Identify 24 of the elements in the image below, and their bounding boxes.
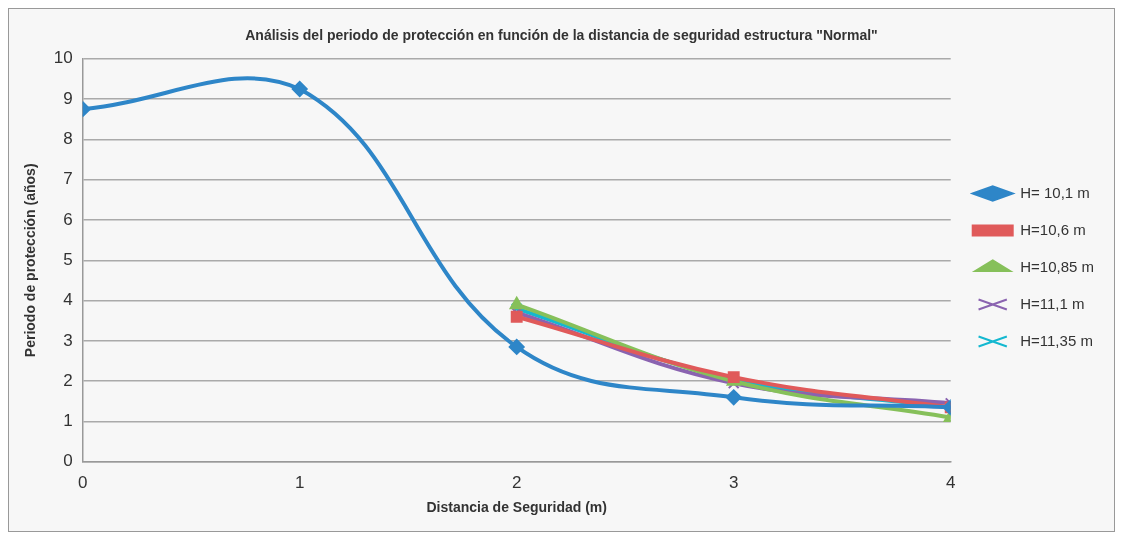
chart-title: Análisis del periodo de protección en función de la distancia de seguridad estructura "Normal" [245, 27, 878, 44]
y-tick-label: 4 [63, 290, 73, 310]
y-tick-label: 8 [63, 129, 73, 149]
x-tick-label: 4 [945, 472, 956, 492]
y-axis-title: Periodo de protección (años) [22, 163, 39, 358]
y-tick-label: 3 [63, 330, 73, 350]
y-tick-label: 5 [63, 249, 73, 269]
legend-label: H=10,6 m [1020, 220, 1086, 238]
y-tick-label: 1 [63, 411, 73, 431]
y-tick-label: 10 [53, 48, 73, 68]
legend-label: H=11,35 m [1020, 331, 1093, 349]
legend-label: H= 10,1 m [1020, 183, 1090, 201]
legend-label: H=10,85 m [1020, 257, 1095, 275]
y-tick-label: 9 [63, 88, 73, 108]
y-tick-label: 2 [63, 370, 73, 390]
x-axis-title: Distancia de Seguridad (m) [426, 499, 607, 516]
y-tick-label: 6 [63, 209, 73, 229]
x-tick-label: 2 [511, 472, 522, 492]
y-tick-label: 0 [63, 451, 73, 471]
x-tick-label: 0 [77, 472, 88, 492]
x-tick-label: 3 [728, 472, 739, 492]
y-tick-label: 7 [63, 169, 73, 189]
x-tick-label: 1 [294, 472, 305, 492]
legend-label: H=11,1 m [1020, 294, 1085, 312]
